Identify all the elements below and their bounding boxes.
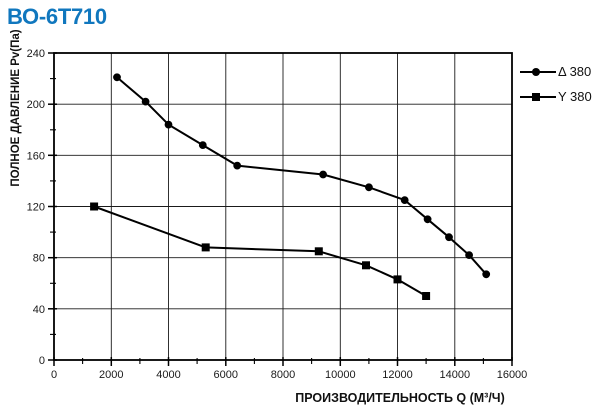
svg-text:6000: 6000 (214, 369, 238, 381)
data-point (465, 251, 474, 260)
data-point (423, 215, 432, 224)
data-point (422, 292, 431, 300)
svg-text:14000: 14000 (440, 369, 471, 381)
svg-text:160: 160 (27, 150, 45, 162)
data-point (319, 170, 328, 179)
data-point (113, 73, 121, 82)
svg-text:8000: 8000 (271, 369, 295, 381)
legend-marker-circle-icon (520, 67, 556, 76)
series-y-380 (90, 202, 431, 300)
legend-item-delta-380: Δ 380 (519, 59, 592, 84)
data-point (482, 270, 491, 279)
data-point (233, 161, 242, 170)
svg-text:0: 0 (39, 355, 45, 367)
data-point (201, 243, 210, 252)
data-point (90, 202, 99, 211)
data-point (365, 183, 373, 192)
svg-text:4000: 4000 (156, 369, 180, 381)
data-point (393, 275, 402, 284)
x-axis: 0 2000 4000 6000 8000 10000 12000 14000 16000 (51, 357, 527, 381)
data-point (400, 196, 409, 205)
legend-item-y-380: Y 380 (519, 84, 592, 109)
data-point (141, 97, 150, 106)
svg-text:2000: 2000 (99, 369, 123, 381)
svg-text:240: 240 (27, 48, 45, 60)
legend-marker-square-icon (520, 92, 556, 101)
gridlines (54, 53, 512, 360)
data-point (314, 247, 323, 256)
svg-text:0: 0 (51, 369, 57, 381)
x-axis-title: ПРОИЗВОДИТЕЛЬНОСТЬ Q (М³/Ч) (295, 391, 505, 405)
svg-text:12000: 12000 (382, 369, 413, 381)
legend: Δ 380 Y 380 (519, 59, 592, 109)
svg-text:200: 200 (27, 99, 45, 111)
svg-text:40: 40 (33, 304, 45, 316)
data-point (445, 233, 453, 242)
legend-label: Y 380 (558, 89, 592, 104)
y-axis: 0 40 80 120 160 200 240 (27, 48, 57, 367)
svg-text:120: 120 (27, 202, 45, 214)
svg-text:10000: 10000 (325, 369, 356, 381)
data-point (164, 120, 173, 129)
svg-text:16000: 16000 (497, 369, 528, 381)
svg-text:80: 80 (33, 253, 45, 265)
page-title: ВО-6Т710 (7, 4, 107, 29)
series-380 (113, 73, 491, 279)
data-point (362, 261, 370, 270)
data-point (198, 141, 207, 150)
legend-label: Δ 380 (558, 64, 592, 79)
